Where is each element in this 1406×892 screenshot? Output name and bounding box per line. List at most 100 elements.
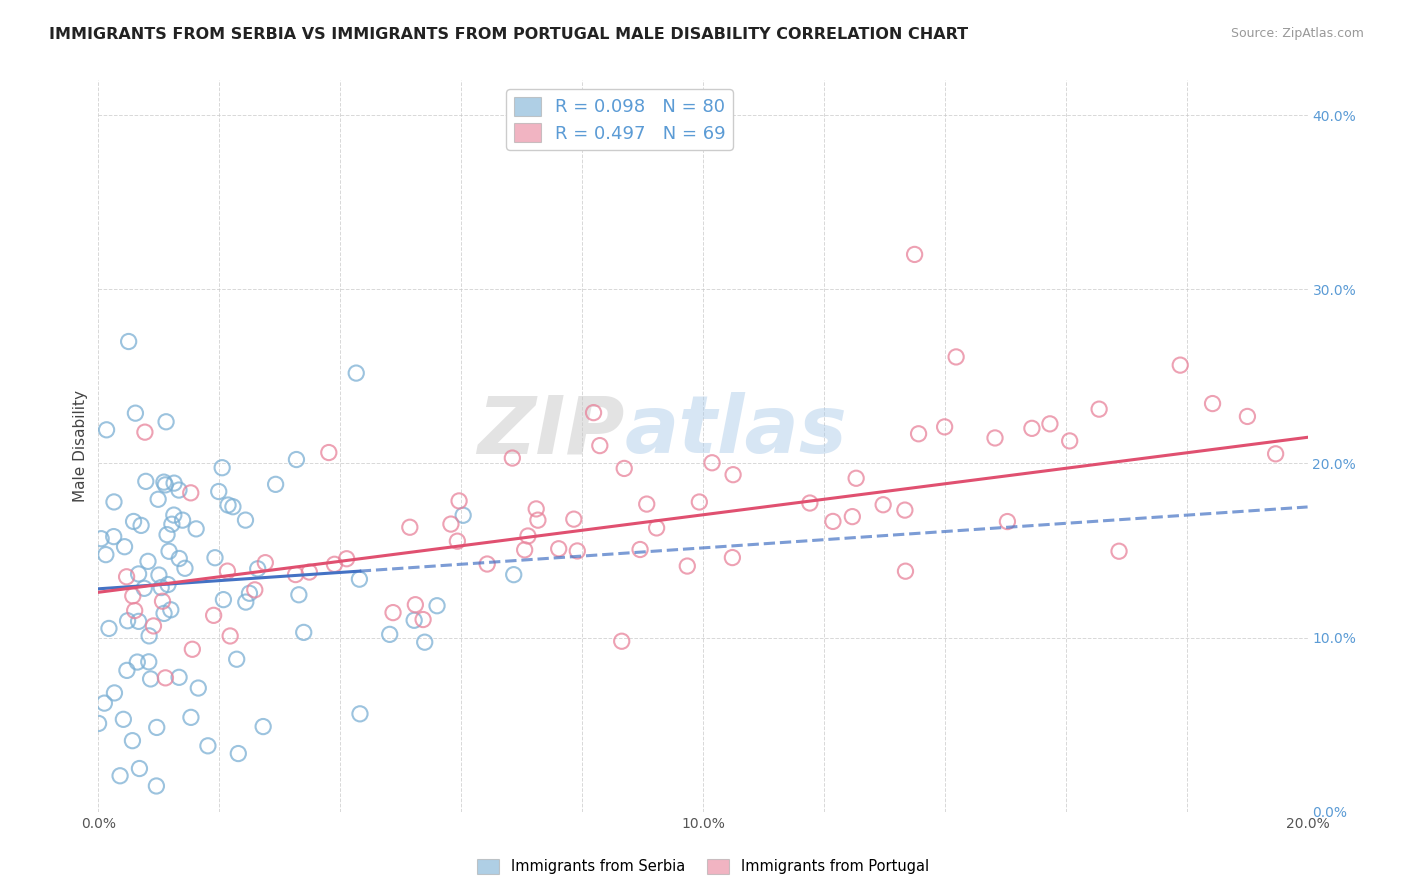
Point xyxy=(180,486,202,500)
Point xyxy=(167,483,190,497)
Point xyxy=(134,582,156,596)
Point xyxy=(222,500,245,514)
Point xyxy=(547,541,569,556)
Point xyxy=(138,655,160,669)
Point xyxy=(121,733,143,747)
Point xyxy=(148,568,170,582)
Point xyxy=(894,503,917,517)
Point xyxy=(138,629,160,643)
Point xyxy=(412,613,434,627)
Point xyxy=(904,247,927,261)
Point xyxy=(1059,434,1081,448)
Point xyxy=(344,366,367,380)
Point xyxy=(676,559,699,574)
Point xyxy=(115,570,138,584)
Point xyxy=(186,522,208,536)
Legend: R = 0.098   N = 80, R = 0.497   N = 69: R = 0.098 N = 80, R = 0.497 N = 69 xyxy=(506,89,733,150)
Point xyxy=(288,588,311,602)
Point xyxy=(1236,409,1258,424)
Point xyxy=(172,513,194,527)
Legend: Immigrants from Serbia, Immigrants from Portugal: Immigrants from Serbia, Immigrants from … xyxy=(471,853,935,880)
Point xyxy=(1201,396,1223,410)
Point xyxy=(174,561,197,575)
Point xyxy=(513,542,536,557)
Point xyxy=(217,498,239,512)
Point xyxy=(124,604,146,618)
Point xyxy=(318,445,340,459)
Point xyxy=(135,475,157,489)
Point xyxy=(589,439,612,453)
Point xyxy=(243,582,266,597)
Point xyxy=(128,762,150,776)
Point xyxy=(610,634,633,648)
Point xyxy=(129,518,152,533)
Point xyxy=(349,706,371,721)
Point xyxy=(628,542,651,557)
Point xyxy=(142,619,165,633)
Y-axis label: Male Disability: Male Disability xyxy=(73,390,89,502)
Point xyxy=(700,456,723,470)
Point xyxy=(112,712,135,726)
Point xyxy=(128,615,150,629)
Point xyxy=(1264,447,1286,461)
Point xyxy=(252,720,274,734)
Point xyxy=(163,508,186,522)
Point xyxy=(169,551,191,566)
Point xyxy=(155,415,177,429)
Point xyxy=(323,558,346,572)
Point xyxy=(121,589,143,603)
Point xyxy=(284,567,307,582)
Point xyxy=(128,566,150,581)
Point xyxy=(285,452,308,467)
Point xyxy=(134,425,156,439)
Text: IMMIGRANTS FROM SERBIA VS IMMIGRANTS FROM PORTUGAL MALE DISABILITY CORRELATION C: IMMIGRANTS FROM SERBIA VS IMMIGRANTS FRO… xyxy=(49,27,969,42)
Point xyxy=(501,451,523,466)
Point xyxy=(1168,358,1191,372)
Point xyxy=(636,497,658,511)
Point xyxy=(197,739,219,753)
Point xyxy=(1021,421,1043,435)
Point xyxy=(202,608,225,623)
Point xyxy=(688,495,710,509)
Point xyxy=(235,513,257,527)
Point xyxy=(204,550,226,565)
Point xyxy=(160,517,183,532)
Point xyxy=(156,577,179,591)
Point xyxy=(984,431,1007,445)
Point xyxy=(97,622,120,636)
Point xyxy=(87,716,110,731)
Point xyxy=(163,476,186,491)
Point xyxy=(516,529,538,543)
Point xyxy=(211,460,233,475)
Point xyxy=(934,420,956,434)
Point xyxy=(212,592,235,607)
Point xyxy=(945,350,967,364)
Point xyxy=(298,565,321,579)
Point xyxy=(159,603,181,617)
Point xyxy=(246,562,269,576)
Point xyxy=(153,475,176,490)
Point xyxy=(413,635,436,649)
Point xyxy=(187,681,209,695)
Point xyxy=(136,554,159,568)
Point xyxy=(181,642,204,657)
Point xyxy=(145,720,167,734)
Point xyxy=(567,544,589,558)
Point xyxy=(145,779,167,793)
Point xyxy=(103,495,125,509)
Point xyxy=(349,572,371,586)
Point xyxy=(167,670,190,684)
Point xyxy=(451,508,474,523)
Point xyxy=(449,494,471,508)
Point xyxy=(426,599,449,613)
Point xyxy=(153,607,176,621)
Point xyxy=(404,613,426,627)
Point xyxy=(114,540,136,554)
Point xyxy=(94,548,117,562)
Point xyxy=(872,498,894,512)
Text: atlas: atlas xyxy=(624,392,848,470)
Point xyxy=(124,406,146,420)
Point xyxy=(894,564,917,578)
Point xyxy=(155,671,177,685)
Point xyxy=(1039,417,1062,431)
